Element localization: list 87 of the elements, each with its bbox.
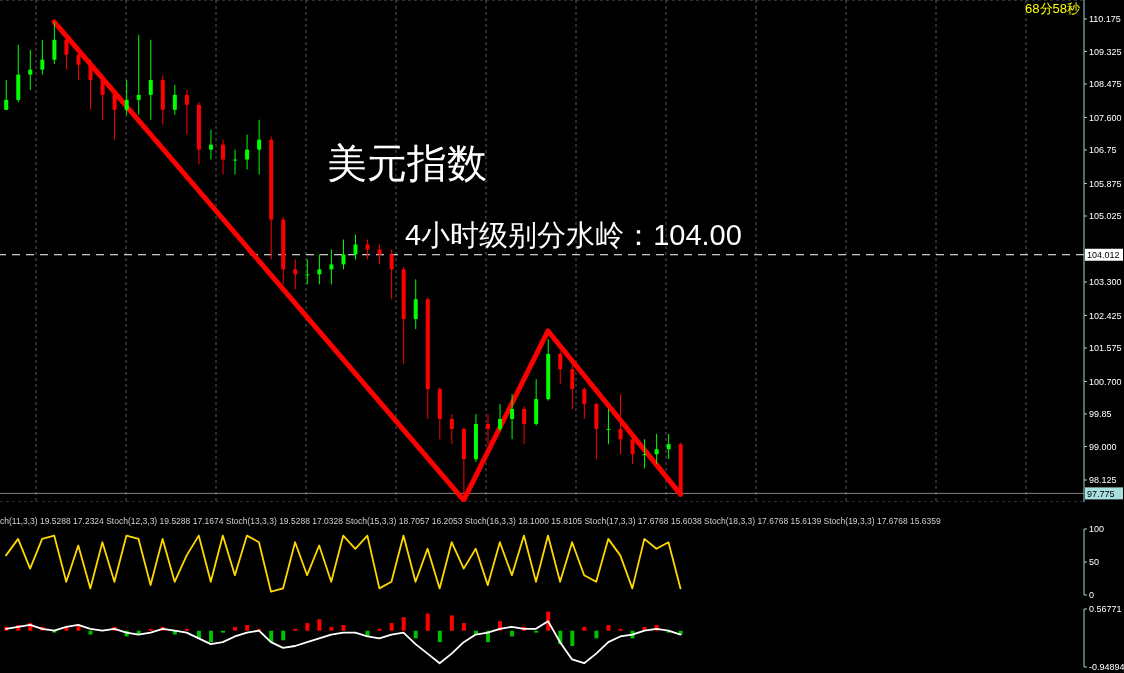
bar — [317, 619, 322, 631]
bar — [437, 630, 442, 643]
candlestick — [498, 403, 503, 432]
candlestick — [522, 405, 527, 445]
y-tick-label: 0 — [1089, 590, 1095, 601]
annotation: 68分58秒 — [1025, 0, 1080, 18]
bar — [341, 624, 346, 631]
bar — [570, 630, 575, 647]
y-tick-label: 50 — [1089, 557, 1100, 568]
bar — [245, 624, 250, 631]
candlestick — [245, 134, 250, 170]
candlestick — [630, 436, 635, 465]
y-tick-label: 99.85 — [1089, 409, 1112, 420]
candlestick — [233, 149, 238, 175]
y-tick-label: 106.75 — [1089, 145, 1117, 156]
candlestick — [40, 39, 45, 76]
candlestick — [88, 59, 93, 111]
candlestick — [257, 119, 262, 175]
candlestick — [413, 278, 418, 330]
candlestick — [172, 84, 177, 116]
text: 美元指数 — [327, 140, 487, 187]
y-tick-label: 105.025 — [1089, 211, 1122, 222]
bar — [389, 623, 394, 631]
candlestick — [606, 408, 611, 445]
candlestick — [510, 393, 515, 440]
candlestick — [449, 413, 454, 445]
y-tick-label: 0.56771 — [1089, 604, 1122, 615]
candlestick — [365, 239, 370, 260]
bar — [461, 623, 466, 631]
candlestick — [221, 139, 226, 175]
line-series — [5, 534, 682, 593]
candlestick — [570, 363, 575, 410]
candlestick — [329, 248, 334, 285]
y-tick-label: 105.875 — [1089, 178, 1122, 189]
candlestick — [124, 79, 129, 116]
candlestick — [377, 244, 382, 265]
candlestick — [28, 49, 33, 91]
candlestick — [654, 433, 659, 465]
bar — [449, 615, 454, 631]
bar — [413, 630, 418, 639]
ref-line-label: 104.012 — [1087, 250, 1120, 261]
candlestick — [305, 258, 310, 285]
text: ch(11,3,3) 19.5288 17.2324 Stoch(12,3,3) 19.5288 17.1674 Stoch(13,3,3) 19.5288 17.0328 Stoch(15,3,3) 18.7057 16.2053 Stoch(16,3,3) 18.1000 15.8105 Stoch(17,3,3) 17.6768 15.6038 Stoch(18,3,3) 17.6768 15.6139 Stoch(19,3,3) 17.6768 15.6359 — [0, 516, 941, 526]
bar — [305, 623, 310, 631]
candlestick — [582, 386, 587, 420]
bar — [233, 626, 238, 631]
bar — [606, 624, 611, 631]
bar — [88, 630, 93, 635]
y-tick-label: 107.600 — [1089, 112, 1122, 123]
y-tick-label: 98.125 — [1089, 475, 1117, 486]
candlestick — [136, 34, 141, 116]
candlestick — [341, 239, 346, 270]
candlestick — [485, 413, 490, 445]
candlestick — [293, 258, 298, 290]
candlestick — [618, 393, 623, 455]
line-series — [5, 620, 682, 665]
y-tick-label: 110.175 — [1089, 14, 1121, 25]
candlestick — [148, 39, 153, 121]
annotation: 4小时级别分水岭：104.00 — [405, 218, 742, 253]
bar — [582, 626, 587, 631]
y-tick-label: -0.94894 — [1089, 662, 1124, 673]
y-tick-label: 100.700 — [1089, 376, 1122, 387]
y-tick-label: 109.325 — [1089, 46, 1122, 57]
bar — [208, 630, 213, 643]
candlestick — [52, 21, 57, 65]
bar — [401, 617, 406, 631]
y-tick-label: 100 — [1089, 524, 1105, 535]
candlestick — [4, 79, 9, 111]
bar — [329, 626, 334, 631]
y-tick-label: 108.475 — [1089, 79, 1122, 90]
y-tick-label: 101.575 — [1089, 343, 1122, 354]
candlestick — [317, 253, 322, 285]
candlestick — [353, 234, 358, 260]
candlestick — [389, 248, 394, 300]
candlestick — [666, 433, 671, 460]
ref-line-label: 97.775 — [1087, 488, 1115, 499]
y-tick-label: 102.425 — [1089, 310, 1122, 321]
bar — [594, 630, 599, 639]
candlestick — [184, 89, 189, 136]
candlestick — [100, 74, 105, 121]
bar — [425, 613, 430, 631]
candlestick — [208, 129, 213, 161]
y-tick-label: 99.000 — [1089, 441, 1117, 452]
y-tick-label: 103.300 — [1089, 277, 1122, 288]
bar — [281, 630, 286, 641]
candlestick — [558, 350, 563, 385]
candlestick — [642, 438, 647, 469]
